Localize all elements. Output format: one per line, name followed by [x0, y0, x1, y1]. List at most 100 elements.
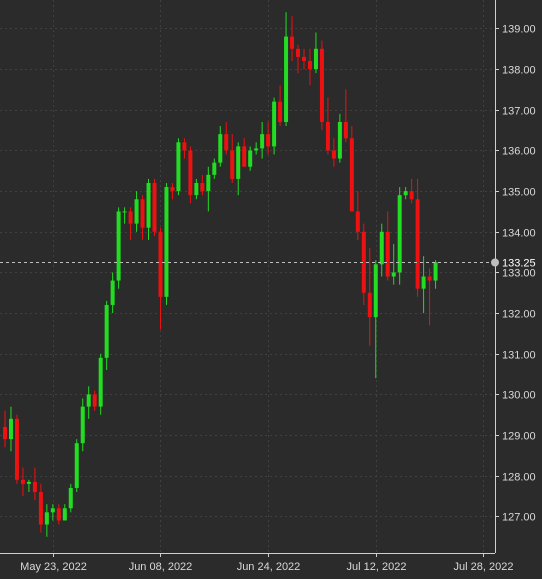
- candle: [296, 44, 301, 74]
- candle-body: [116, 211, 121, 281]
- candle: [307, 48, 312, 86]
- candle-body: [367, 292, 372, 318]
- candle-body: [212, 162, 217, 175]
- candle: [355, 191, 360, 240]
- candle: [92, 390, 97, 411]
- candle-body: [140, 199, 145, 228]
- candle: [116, 207, 121, 289]
- candle-body: [218, 134, 223, 163]
- candle: [385, 211, 390, 281]
- candle: [254, 142, 259, 155]
- candle: [152, 178, 157, 236]
- candle-body: [230, 150, 235, 179]
- candle-body: [397, 195, 402, 273]
- candle-body: [8, 418, 13, 440]
- candle-body: [92, 394, 97, 407]
- candle-body: [14, 418, 19, 480]
- candle-body: [391, 272, 396, 277]
- candle-body: [236, 146, 241, 179]
- candle: [230, 134, 235, 183]
- candle: [3, 410, 7, 448]
- candle-body: [373, 264, 378, 318]
- candle: [284, 12, 289, 127]
- candle-body: [152, 182, 157, 232]
- candle: [343, 89, 348, 143]
- y-tick-label: 129.00: [502, 431, 536, 443]
- candle-body: [325, 121, 330, 151]
- candle: [62, 504, 67, 521]
- y-tick-label: 137.00: [502, 106, 536, 118]
- candle-body: [409, 191, 414, 200]
- candle-body: [343, 121, 348, 139]
- candle-body: [272, 101, 277, 147]
- candle-body: [421, 276, 426, 289]
- candle-body: [403, 191, 408, 196]
- candle-body: [307, 60, 312, 70]
- candle-body: [80, 406, 85, 444]
- candle: [158, 227, 163, 330]
- candle-body: [86, 394, 91, 407]
- y-tick-label: 136.00: [502, 146, 536, 158]
- candle-body: [50, 508, 55, 513]
- candle: [248, 146, 253, 171]
- candle-body: [319, 48, 324, 122]
- candle-body: [379, 231, 384, 265]
- current-price-label: 133.25: [502, 258, 536, 270]
- x-tick-label: Jun 24, 2022: [237, 561, 301, 573]
- candle: [218, 126, 223, 167]
- candle-body: [296, 48, 301, 57]
- candle-body: [110, 280, 115, 305]
- candle-body: [415, 199, 420, 289]
- candle: [421, 256, 426, 314]
- candle: [68, 483, 73, 513]
- candle-body: [337, 121, 342, 159]
- candle: [80, 398, 85, 452]
- candle: [379, 223, 384, 277]
- candle: [272, 97, 277, 155]
- candle: [433, 260, 438, 289]
- candle-body: [194, 182, 199, 196]
- candle-body: [164, 187, 169, 297]
- y-tick-label: 134.00: [502, 228, 536, 240]
- y-tick-label: 132.00: [502, 309, 536, 321]
- candle-body: [158, 231, 163, 297]
- candle-body: [206, 174, 211, 192]
- candle-body: [349, 138, 354, 212]
- candle: [224, 121, 229, 155]
- candle-body: [242, 146, 247, 167]
- candle-body: [146, 182, 151, 228]
- candle: [170, 182, 175, 200]
- candle: [164, 182, 169, 305]
- candle-body: [38, 492, 43, 525]
- candle: [313, 32, 318, 74]
- candle-body: [122, 211, 127, 213]
- candle: [349, 126, 354, 212]
- candle: [176, 138, 181, 196]
- candle-body: [260, 134, 265, 149]
- candle: [212, 158, 217, 179]
- candle-body: [433, 262, 438, 281]
- candle-body: [224, 134, 229, 151]
- candle: [260, 121, 265, 159]
- candle: [373, 260, 378, 379]
- candle-body: [331, 150, 336, 159]
- candle: [146, 178, 151, 240]
- candle-body: [254, 148, 259, 151]
- candle: [128, 207, 133, 240]
- candle: [403, 187, 408, 200]
- candle: [409, 178, 414, 204]
- y-tick-label: 135.00: [502, 187, 536, 199]
- candle-body: [32, 481, 37, 493]
- y-tick-label: 133.00: [502, 268, 536, 280]
- candle: [86, 386, 91, 419]
- candle: [182, 138, 187, 159]
- candle: [134, 191, 139, 232]
- candle-body: [26, 481, 31, 484]
- candle: [110, 272, 115, 314]
- candle-body: [427, 276, 432, 281]
- current-price-dot: [491, 258, 499, 267]
- candle: [14, 414, 19, 484]
- candle-body: [134, 199, 139, 224]
- candle-body: [56, 508, 61, 521]
- candle-body: [313, 48, 318, 70]
